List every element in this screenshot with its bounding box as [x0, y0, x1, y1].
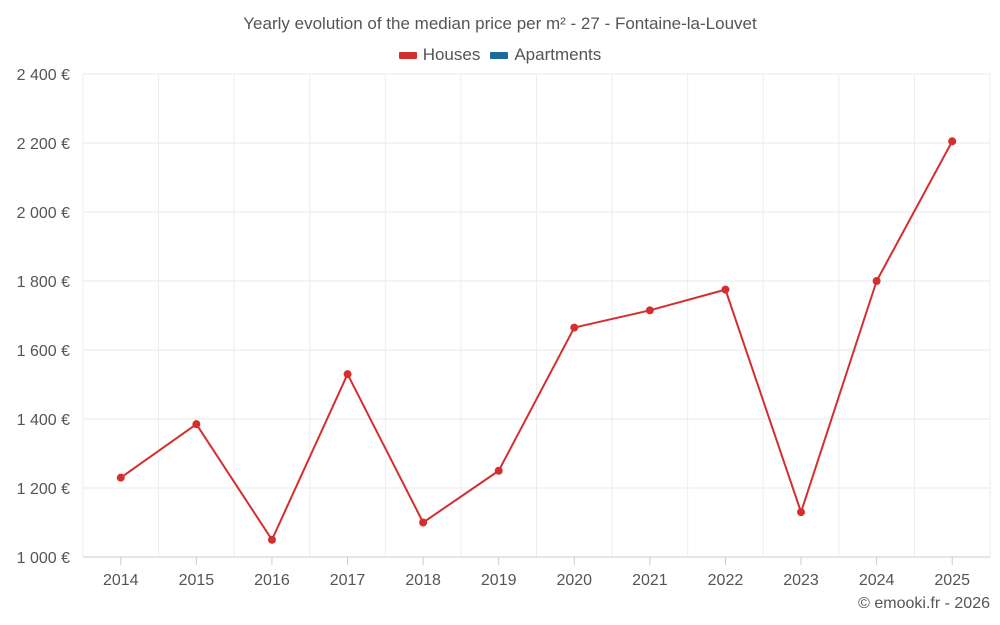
- data-point: [419, 518, 428, 527]
- legend-swatch-apartments: [490, 51, 509, 59]
- x-tick-label: 2014: [103, 572, 139, 589]
- chart-legend: Houses Apartments: [0, 45, 1000, 65]
- chart-title: Yearly evolution of the median price per…: [243, 14, 757, 33]
- data-point: [948, 137, 957, 146]
- data-point: [343, 370, 352, 379]
- x-tick-label: 2024: [859, 572, 895, 589]
- legend-label-houses: Houses: [422, 45, 481, 64]
- data-point: [267, 535, 276, 544]
- y-tick-label: 1 000 €: [17, 550, 70, 567]
- y-tick-label: 1 400 €: [17, 412, 70, 429]
- y-tick-label: 2 200 €: [17, 136, 70, 153]
- credit-text: © emooki.fr - 2026: [858, 595, 990, 612]
- legend-swatch-houses: [398, 51, 417, 59]
- y-tick-label: 1 600 €: [17, 343, 70, 360]
- x-tick-label: 2021: [632, 572, 668, 589]
- data-point: [192, 420, 201, 429]
- x-tick-label: 2023: [783, 572, 819, 589]
- data-point: [116, 473, 125, 482]
- x-tick-label: 2017: [330, 572, 366, 589]
- data-point: [721, 285, 730, 294]
- series-line-houses: [120, 140, 954, 541]
- x-tick-label: 2015: [179, 572, 215, 589]
- legend-item-houses[interactable]: Houses: [398, 45, 481, 65]
- y-tick-label: 2 000 €: [17, 205, 70, 222]
- legend-label-apartments: Apartments: [514, 45, 602, 64]
- data-point: [872, 277, 881, 285]
- y-tick-label: 1 200 €: [17, 481, 70, 498]
- legend-item-apartments[interactable]: Apartments: [490, 45, 601, 65]
- x-tick-label: 2018: [405, 572, 441, 589]
- x-tick-label: 2022: [708, 572, 744, 589]
- y-tick-label: 1 800 €: [17, 274, 70, 291]
- data-point: [645, 306, 654, 315]
- y-tick-label: 2 400 €: [17, 67, 70, 84]
- data-point: [570, 323, 579, 332]
- x-tick-label: 2020: [556, 572, 592, 589]
- data-point: [494, 466, 503, 475]
- x-tick-label: 2019: [481, 572, 517, 589]
- data-point: [797, 508, 806, 517]
- x-tick-label: 2016: [254, 572, 290, 589]
- x-tick-label: 2025: [934, 572, 970, 589]
